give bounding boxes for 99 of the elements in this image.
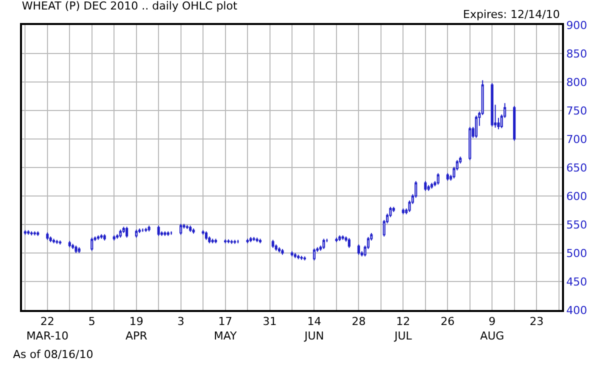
x-tick-label: 26 xyxy=(440,315,455,328)
y-tick-label: 850 xyxy=(566,47,588,60)
candlestick xyxy=(46,232,49,240)
candlestick xyxy=(135,229,138,238)
candlestick xyxy=(126,226,128,238)
candlestick xyxy=(157,225,160,236)
y-tick-label: 650 xyxy=(566,161,588,174)
candlestick xyxy=(424,180,427,192)
y-tick-label: 600 xyxy=(566,190,588,203)
candlestick xyxy=(446,172,449,182)
candlestick xyxy=(116,234,119,240)
candlestick xyxy=(468,126,472,161)
x-tick-label: 5 xyxy=(88,315,96,328)
candlestick xyxy=(252,236,256,242)
candlestick xyxy=(274,244,278,252)
x-tick-label: 22 MAR-10 xyxy=(26,315,69,342)
candlestick xyxy=(436,172,440,186)
candlestick xyxy=(164,230,166,236)
y-tick-label: 750 xyxy=(566,104,588,118)
candlestick xyxy=(27,230,30,236)
candlestick xyxy=(204,230,208,240)
candlestick xyxy=(249,236,252,243)
candlestick xyxy=(189,225,192,232)
candlestick xyxy=(335,237,338,243)
candlestick xyxy=(30,230,33,236)
candlestick xyxy=(112,234,116,241)
candlestick xyxy=(348,238,350,248)
candlestick xyxy=(74,245,78,254)
candlestick xyxy=(402,208,404,215)
candlestick xyxy=(474,115,478,138)
y-tick-label: 400 xyxy=(566,304,588,317)
candlestick xyxy=(186,224,188,230)
x-tick-label: 19 APR xyxy=(125,315,148,342)
candlestick xyxy=(322,238,326,250)
y-tick-label: 800 xyxy=(566,76,588,89)
candlestick xyxy=(278,246,281,253)
candlestick xyxy=(24,230,26,236)
candlestick xyxy=(144,227,148,232)
candlestick xyxy=(100,234,103,240)
candlestick xyxy=(90,237,94,252)
y-tick-label: 900 xyxy=(566,18,588,32)
candlestick xyxy=(297,254,300,260)
x-tick-label: 31 xyxy=(262,315,277,328)
candlestick xyxy=(52,238,56,244)
candlestick xyxy=(33,230,36,236)
candlestick xyxy=(338,234,341,242)
candlestick xyxy=(256,237,258,243)
candlestick xyxy=(56,239,58,244)
candlestick xyxy=(490,82,494,127)
candlestick xyxy=(138,228,141,234)
y-tick-label: 450 xyxy=(566,275,588,288)
candlestick xyxy=(357,244,360,256)
x-tick-label: 3 xyxy=(177,315,184,328)
x-tick-label: 17 MAY xyxy=(214,315,238,342)
candlestick xyxy=(294,252,296,259)
candlestick xyxy=(119,229,122,238)
x-tick-label: 14 JUN xyxy=(303,315,324,342)
candlestick xyxy=(246,238,249,244)
y-tick-label: 700 xyxy=(566,132,588,146)
candlestick xyxy=(180,223,182,236)
x-tick-label: 9 AUG xyxy=(480,315,504,342)
candlestick xyxy=(148,225,150,232)
x-tick-label: 12 JUL xyxy=(393,315,413,342)
candlestick xyxy=(224,238,227,244)
candlestick xyxy=(214,238,218,244)
candlestick xyxy=(427,184,430,192)
candlestick xyxy=(290,250,294,257)
candlestick xyxy=(272,239,274,248)
candlestick xyxy=(234,239,236,244)
candlestick xyxy=(208,236,211,244)
y-tick-label: 550 xyxy=(566,218,588,232)
candlestick xyxy=(230,239,233,244)
chart-title: WHEAT (P) DEC 2010 .. daily OHLC plot xyxy=(22,0,238,13)
candlestick xyxy=(122,226,125,234)
candlestick xyxy=(103,234,106,241)
candlestick xyxy=(96,234,100,240)
candlestick xyxy=(211,238,214,244)
candlestick xyxy=(68,240,71,248)
y-tick-label: 500 xyxy=(566,246,588,260)
candlestick xyxy=(49,236,52,243)
candlestick xyxy=(192,228,195,234)
candlestick xyxy=(300,255,303,260)
x-tick-label: 23 xyxy=(530,315,544,328)
candlestick xyxy=(58,240,62,245)
candlestick xyxy=(227,238,230,244)
candlestick xyxy=(281,248,284,256)
candlestick xyxy=(303,256,306,261)
candlestick xyxy=(430,182,434,190)
candlestick xyxy=(258,238,262,244)
candlestick xyxy=(36,230,40,236)
candlestick xyxy=(78,246,80,254)
candlestick xyxy=(342,234,344,240)
x-tick-label: 28 xyxy=(352,315,366,328)
candlestick xyxy=(166,230,170,236)
candlestick xyxy=(72,243,74,250)
candlestick xyxy=(513,105,516,142)
text: As of 08/16/10 xyxy=(13,348,94,361)
candlestick xyxy=(312,248,316,261)
text: Expires: 12/14/10 xyxy=(463,8,560,21)
